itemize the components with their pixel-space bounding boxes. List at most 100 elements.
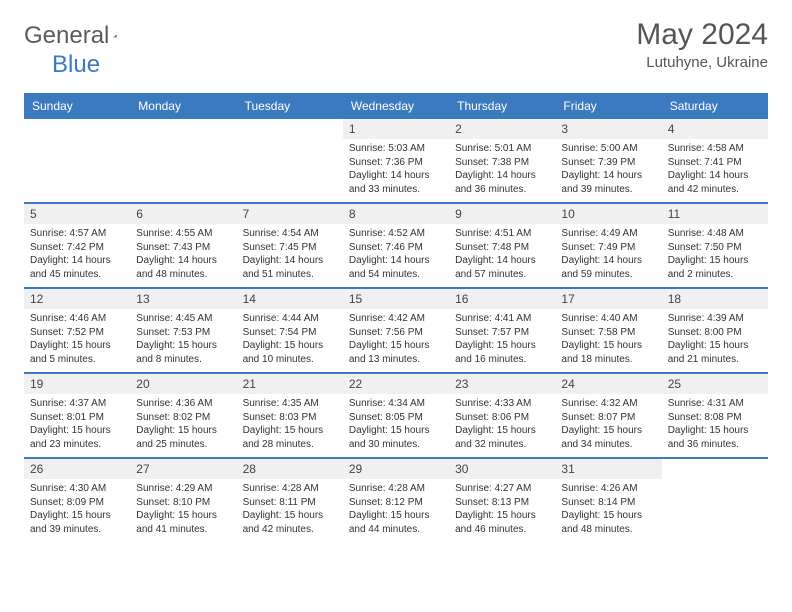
week-row: 1Sunrise: 5:03 AMSunset: 7:36 PMDaylight… xyxy=(24,119,768,204)
day-number xyxy=(24,119,130,137)
day-detail-line: Sunrise: 4:29 AM xyxy=(136,482,230,496)
day-detail-line: Daylight: 15 hours xyxy=(668,339,762,353)
day-cell xyxy=(24,119,130,202)
day-detail-line: Sunset: 7:43 PM xyxy=(136,241,230,255)
day-detail-line: Sunrise: 4:51 AM xyxy=(455,227,549,241)
weekday-row: SundayMondayTuesdayWednesdayThursdayFrid… xyxy=(24,93,768,119)
day-number: 25 xyxy=(662,374,768,394)
weekday-header: Wednesday xyxy=(343,93,449,119)
day-number: 17 xyxy=(555,289,661,309)
day-cell: 18Sunrise: 4:39 AMSunset: 8:00 PMDayligh… xyxy=(662,289,768,372)
day-cell: 1Sunrise: 5:03 AMSunset: 7:36 PMDaylight… xyxy=(343,119,449,202)
day-detail-line: and 42 minutes. xyxy=(243,523,337,537)
day-details: Sunrise: 4:29 AMSunset: 8:10 PMDaylight:… xyxy=(130,479,236,542)
day-detail-line: Daylight: 14 hours xyxy=(136,254,230,268)
day-detail-line: Daylight: 14 hours xyxy=(455,169,549,183)
day-details: Sunrise: 4:41 AMSunset: 7:57 PMDaylight:… xyxy=(449,309,555,372)
day-detail-line: Sunrise: 4:26 AM xyxy=(561,482,655,496)
day-detail-line: Sunrise: 4:32 AM xyxy=(561,397,655,411)
day-detail-line: Sunset: 8:09 PM xyxy=(30,496,124,510)
day-detail-line: Sunset: 7:52 PM xyxy=(30,326,124,340)
day-detail-line: Daylight: 15 hours xyxy=(30,509,124,523)
day-cell: 21Sunrise: 4:35 AMSunset: 8:03 PMDayligh… xyxy=(237,374,343,457)
day-details: Sunrise: 4:31 AMSunset: 8:08 PMDaylight:… xyxy=(662,394,768,457)
day-details: Sunrise: 4:58 AMSunset: 7:41 PMDaylight:… xyxy=(662,139,768,202)
day-detail-line: and 33 minutes. xyxy=(349,183,443,197)
day-cell: 16Sunrise: 4:41 AMSunset: 7:57 PMDayligh… xyxy=(449,289,555,372)
day-detail-line: Sunrise: 4:44 AM xyxy=(243,312,337,326)
day-detail-line: Sunset: 7:42 PM xyxy=(30,241,124,255)
day-cell: 4Sunrise: 4:58 AMSunset: 7:41 PMDaylight… xyxy=(662,119,768,202)
day-detail-line: Sunrise: 4:52 AM xyxy=(349,227,443,241)
weekday-header: Saturday xyxy=(662,93,768,119)
day-details: Sunrise: 4:37 AMSunset: 8:01 PMDaylight:… xyxy=(24,394,130,457)
day-cell: 5 Sunrise: 4:57 AMSunset: 7:42 PMDaylight… xyxy=(24,204,130,287)
day-detail-line: Sunrise: 5:00 AM xyxy=(561,142,655,156)
day-number: 23 xyxy=(449,374,555,394)
day-number: 13 xyxy=(130,289,236,309)
day-number: 5 xyxy=(24,204,130,224)
day-cell: 31Sunrise: 4:26 AMSunset: 8:14 PMDayligh… xyxy=(555,459,661,542)
day-detail-line: Sunset: 8:07 PM xyxy=(561,411,655,425)
day-detail-line: Sunset: 8:00 PM xyxy=(668,326,762,340)
day-number: 11 xyxy=(662,204,768,224)
day-detail-line: and 23 minutes. xyxy=(30,438,124,452)
day-detail-line: and 18 minutes. xyxy=(561,353,655,367)
day-details: Sunrise: 4:32 AMSunset: 8:07 PMDaylight:… xyxy=(555,394,661,457)
day-detail-line: and 39 minutes. xyxy=(561,183,655,197)
day-detail-line: and 34 minutes. xyxy=(561,438,655,452)
day-number: 3 xyxy=(555,119,661,139)
day-detail-line: and 42 minutes. xyxy=(668,183,762,197)
day-detail-line: and 48 minutes. xyxy=(136,268,230,282)
day-detail-line: Sunrise: 4:30 AM xyxy=(30,482,124,496)
day-number: 1 xyxy=(343,119,449,139)
day-number: 26 xyxy=(24,459,130,479)
day-detail-line: Sunrise: 4:27 AM xyxy=(455,482,549,496)
day-details: Sunrise: 5:00 AMSunset: 7:39 PMDaylight:… xyxy=(555,139,661,202)
day-number: 4 xyxy=(662,119,768,139)
day-detail-line: and 59 minutes. xyxy=(561,268,655,282)
day-detail-line: and 36 minutes. xyxy=(668,438,762,452)
day-detail-line: Sunrise: 4:39 AM xyxy=(668,312,762,326)
day-detail-line: Sunset: 8:02 PM xyxy=(136,411,230,425)
day-details: Sunrise: 5:01 AMSunset: 7:38 PMDaylight:… xyxy=(449,139,555,202)
day-cell: 17Sunrise: 4:40 AMSunset: 7:58 PMDayligh… xyxy=(555,289,661,372)
day-details: Sunrise: 4:28 AMSunset: 8:11 PMDaylight:… xyxy=(237,479,343,542)
day-details: Sunrise: 4:27 AMSunset: 8:13 PMDaylight:… xyxy=(449,479,555,542)
day-cell: 20Sunrise: 4:36 AMSunset: 8:02 PMDayligh… xyxy=(130,374,236,457)
day-detail-line: Daylight: 14 hours xyxy=(30,254,124,268)
day-details: Sunrise: 4:42 AMSunset: 7:56 PMDaylight:… xyxy=(343,309,449,372)
day-detail-line: and 5 minutes. xyxy=(30,353,124,367)
day-detail-line: Sunset: 8:06 PM xyxy=(455,411,549,425)
day-detail-line: and 13 minutes. xyxy=(349,353,443,367)
day-detail-line: Daylight: 15 hours xyxy=(349,339,443,353)
day-detail-line: and 41 minutes. xyxy=(136,523,230,537)
day-number: 15 xyxy=(343,289,449,309)
day-detail-line: Daylight: 15 hours xyxy=(668,424,762,438)
day-detail-line: Sunrise: 4:57 AM xyxy=(30,227,124,241)
day-number: 7 xyxy=(237,204,343,224)
day-cell: 25Sunrise: 4:31 AMSunset: 8:08 PMDayligh… xyxy=(662,374,768,457)
day-detail-line: Sunset: 8:10 PM xyxy=(136,496,230,510)
day-detail-line: Sunset: 8:14 PM xyxy=(561,496,655,510)
day-detail-line: and 48 minutes. xyxy=(561,523,655,537)
day-number: 16 xyxy=(449,289,555,309)
day-detail-line: and 21 minutes. xyxy=(668,353,762,367)
day-detail-line: Daylight: 14 hours xyxy=(349,254,443,268)
day-number: 14 xyxy=(237,289,343,309)
day-number xyxy=(237,119,343,137)
day-cell: 9Sunrise: 4:51 AMSunset: 7:48 PMDaylight… xyxy=(449,204,555,287)
day-cell: 15Sunrise: 4:42 AMSunset: 7:56 PMDayligh… xyxy=(343,289,449,372)
day-details: Sunrise: 4:48 AMSunset: 7:50 PMDaylight:… xyxy=(662,224,768,287)
day-detail-line: Sunrise: 4:40 AM xyxy=(561,312,655,326)
day-details: Sunrise: 4:45 AMSunset: 7:53 PMDaylight:… xyxy=(130,309,236,372)
day-detail-line: Daylight: 15 hours xyxy=(30,424,124,438)
day-detail-line: and 51 minutes. xyxy=(243,268,337,282)
day-cell: 30Sunrise: 4:27 AMSunset: 8:13 PMDayligh… xyxy=(449,459,555,542)
day-cell: 12Sunrise: 4:46 AMSunset: 7:52 PMDayligh… xyxy=(24,289,130,372)
day-detail-line: and 57 minutes. xyxy=(455,268,549,282)
weekday-header: Sunday xyxy=(24,93,130,119)
day-number: 31 xyxy=(555,459,661,479)
day-detail-line: Sunrise: 4:48 AM xyxy=(668,227,762,241)
day-number: 20 xyxy=(130,374,236,394)
